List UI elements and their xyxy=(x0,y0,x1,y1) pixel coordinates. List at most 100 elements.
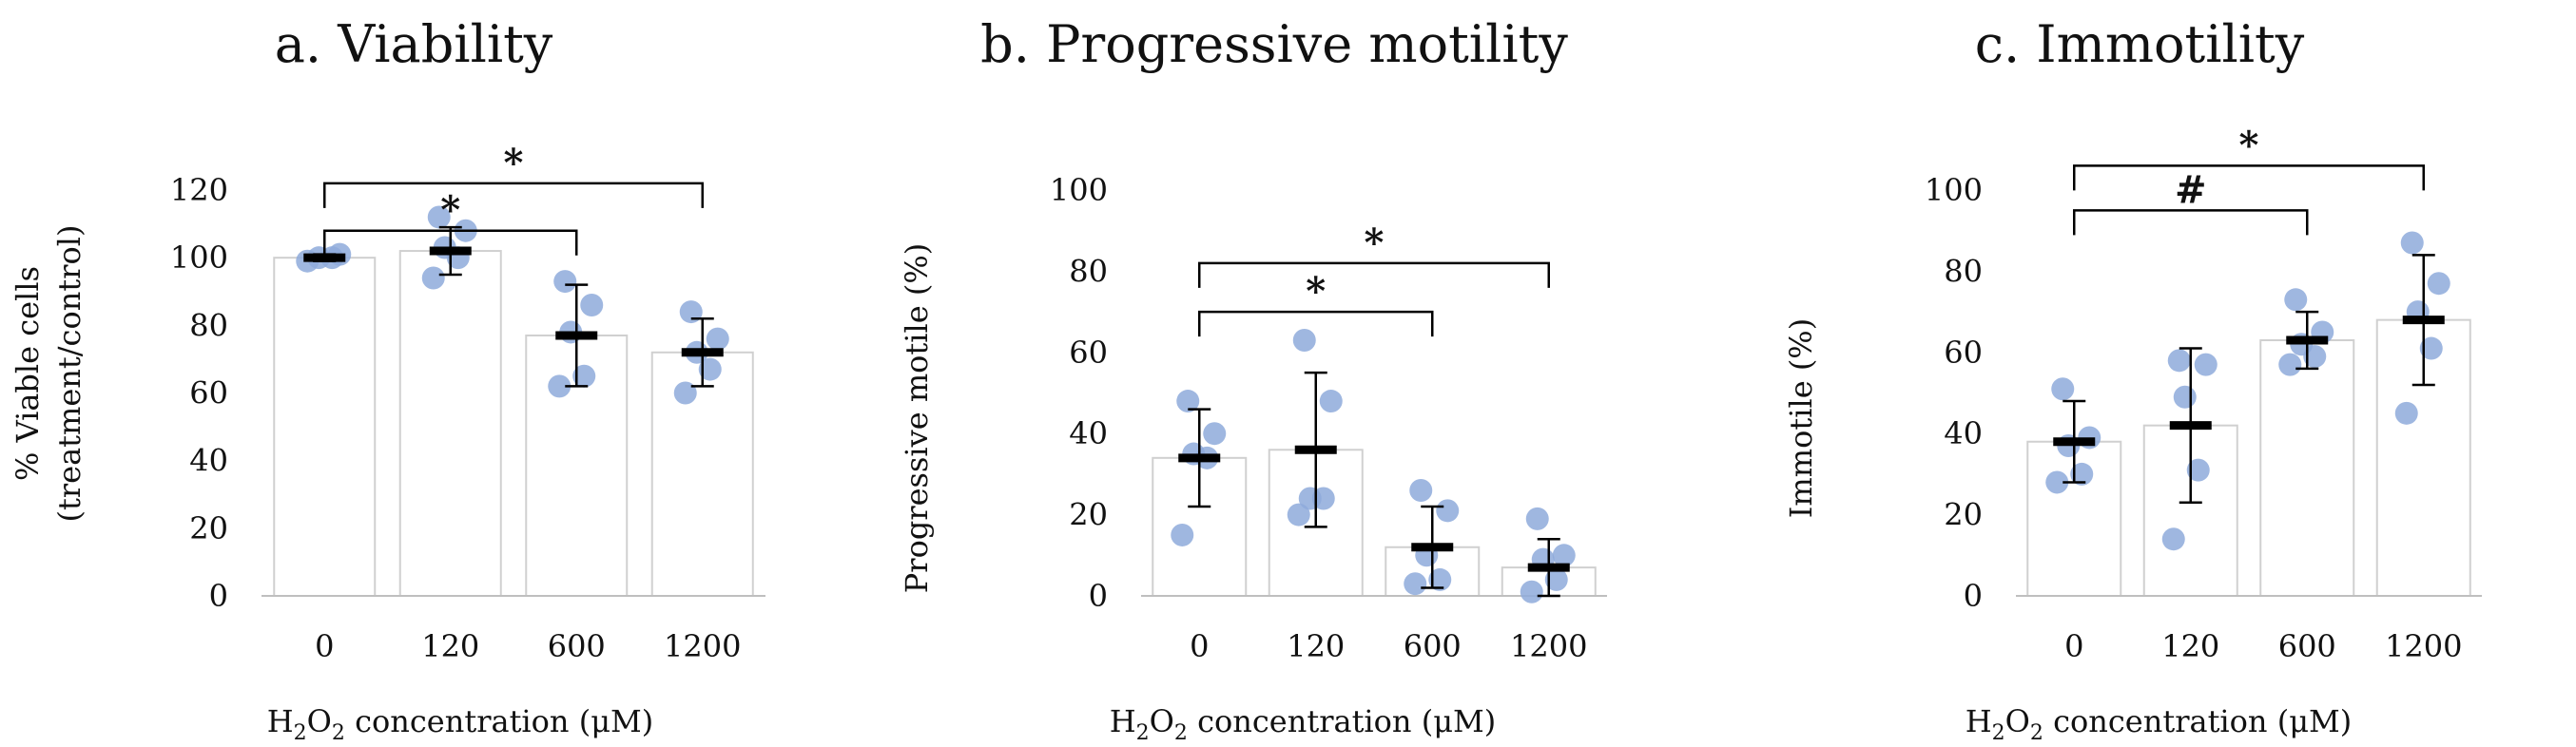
y-tick-label-c-5: 100 xyxy=(1925,172,1983,208)
data-point-c-2-0 xyxy=(2278,353,2302,376)
significance-label-c-0: # xyxy=(2175,167,2207,212)
y-tick-label-a-0: 0 xyxy=(209,578,228,614)
significance-bracket-a-1 xyxy=(323,182,704,208)
data-point-c-0-4 xyxy=(2051,377,2075,401)
x-tick-label-c-3: 1200 xyxy=(2385,628,2462,664)
data-point-b-2-1 xyxy=(1428,567,1452,591)
y-tick-label-a-1: 20 xyxy=(189,510,228,546)
x-tick-label-b-3: 1200 xyxy=(1510,628,1587,664)
data-point-c-1-4 xyxy=(2167,349,2191,373)
y-tick-label-a-4: 80 xyxy=(189,307,228,343)
data-point-b-3-3 xyxy=(1552,544,1576,567)
x-tick-label-a-1: 120 xyxy=(421,628,479,664)
bar-a-3 xyxy=(650,351,754,597)
data-point-a-2-3 xyxy=(580,293,604,316)
y-tick-label-c-3: 60 xyxy=(1944,335,1983,371)
data-point-c-1-0 xyxy=(2161,527,2185,551)
x-tick-label-b-1: 120 xyxy=(1287,628,1345,664)
data-point-c-3-0 xyxy=(2394,401,2418,425)
chart-panel-a: a. Viability % Viable cells (treatment/c… xyxy=(10,14,765,745)
data-point-b-3-1 xyxy=(1544,567,1568,591)
chart-title-a: a. Viability xyxy=(275,14,553,74)
data-point-a-2-1 xyxy=(572,364,596,388)
chart-panel-b: b. Progressive motility Progressive moti… xyxy=(899,14,1607,745)
data-point-c-0-1 xyxy=(2070,462,2094,486)
significance-label-b-1: * xyxy=(1365,220,1385,265)
significance-label-b-0: * xyxy=(1306,269,1326,314)
x-tick-label-b-2: 600 xyxy=(1404,628,1462,664)
y-tick-label-c-2: 40 xyxy=(1944,415,1983,451)
x-axis-label-c: H2O2 concentration (μM) xyxy=(1966,703,2352,745)
x-axis-label-a: H2O2 concentration (μM) xyxy=(267,703,653,745)
data-point-b-0-0 xyxy=(1171,523,1194,546)
plot-area-b: 0 20 40 60 80 100 0 120 600 1200 * * xyxy=(1050,172,1607,664)
data-point-c-0-0 xyxy=(2045,470,2069,494)
y-axis-label-c: Immotile (%) xyxy=(1783,318,1819,518)
data-point-c-1-2 xyxy=(2173,385,2197,409)
data-point-a-3-4 xyxy=(679,300,703,324)
data-point-a-3-1 xyxy=(698,357,722,381)
y-axis-label-b: Progressive motile (%) xyxy=(899,243,935,594)
data-point-b-2-0 xyxy=(1404,572,1427,596)
significance-label-a-1: * xyxy=(504,141,524,185)
y-tick-label-a-5: 100 xyxy=(170,239,228,276)
data-point-b-3-0 xyxy=(1520,580,1543,603)
data-point-c-1-1 xyxy=(2186,458,2210,482)
data-point-b-1-2 xyxy=(1298,487,1322,510)
y-tick-label-b-5: 100 xyxy=(1050,172,1108,208)
data-point-a-2-0 xyxy=(548,374,571,398)
y-tick-label-b-1: 20 xyxy=(1069,497,1108,533)
data-point-b-1-3 xyxy=(1319,390,1343,413)
x-tick-label-c-2: 600 xyxy=(2278,628,2336,664)
y-tick-label-a-6: 120 xyxy=(170,172,228,208)
x-tick-label-c-1: 120 xyxy=(2161,628,2219,664)
x-tick-label-a-2: 600 xyxy=(548,628,606,664)
data-point-b-2-4 xyxy=(1409,478,1433,502)
x-tick-label-c-0: 0 xyxy=(2064,628,2083,664)
data-point-a-3-0 xyxy=(673,381,697,405)
y-tick-label-a-2: 40 xyxy=(189,443,228,479)
x-tick-label-b-0: 0 xyxy=(1190,628,1209,664)
y-tick-label-c-4: 80 xyxy=(1944,253,1983,289)
x-axis-label-b: H2O2 concentration (μM) xyxy=(1110,703,1496,745)
y-axis-label-a-line1: % Viable cells xyxy=(10,266,46,481)
x-tick-label-a-3: 1200 xyxy=(664,628,741,664)
data-point-c-1-3 xyxy=(2194,353,2218,376)
data-point-b-0-3 xyxy=(1203,422,1227,446)
y-tick-label-b-4: 80 xyxy=(1069,253,1108,289)
data-point-b-3-4 xyxy=(1525,507,1549,530)
data-point-b-2-3 xyxy=(1436,499,1460,523)
significance-label-c-1: * xyxy=(2239,123,2259,167)
y-tick-label-b-2: 40 xyxy=(1069,415,1108,451)
significance-bracket-c-1 xyxy=(2073,164,2425,191)
chart-title-c: c. Immotility xyxy=(1975,14,2305,74)
data-point-a-1-0 xyxy=(421,266,445,290)
bar-a-0 xyxy=(273,257,377,597)
y-tick-label-c-0: 0 xyxy=(1964,578,1983,614)
plot-area-c: 0 20 40 60 80 100 0 120 600 1200 # * xyxy=(1925,123,2482,664)
chart-panel-c: c. Immotility Immotile (%) H2O2 concentr… xyxy=(1783,14,2482,745)
y-tick-label-a-3: 60 xyxy=(189,375,228,412)
data-point-c-3-3 xyxy=(2427,272,2450,296)
data-point-b-0-4 xyxy=(1176,390,1200,413)
y-tick-label-b-0: 0 xyxy=(1089,578,1108,614)
significance-bracket-b-0 xyxy=(1198,310,1434,337)
data-point-c-2-4 xyxy=(2284,288,2308,312)
y-axis-label-a-line2: (treatment/control) xyxy=(51,225,87,523)
data-point-a-2-4 xyxy=(553,270,577,294)
data-point-a-1-4 xyxy=(427,205,451,229)
significance-bracket-a-0 xyxy=(323,229,578,256)
significance-bracket-b-1 xyxy=(1198,261,1550,288)
y-tick-label-b-3: 60 xyxy=(1069,335,1108,371)
x-tick-label-a-0: 0 xyxy=(315,628,334,664)
y-tick-label-c-1: 20 xyxy=(1944,497,1983,533)
data-point-b-1-0 xyxy=(1287,503,1310,527)
bar-c-2 xyxy=(2259,338,2355,597)
bar-a-1 xyxy=(398,250,502,597)
significance-bracket-c-0 xyxy=(2073,209,2309,236)
data-point-b-1-4 xyxy=(1292,328,1316,352)
significance-label-a-0: * xyxy=(440,188,460,233)
data-point-c-3-4 xyxy=(2400,231,2424,255)
